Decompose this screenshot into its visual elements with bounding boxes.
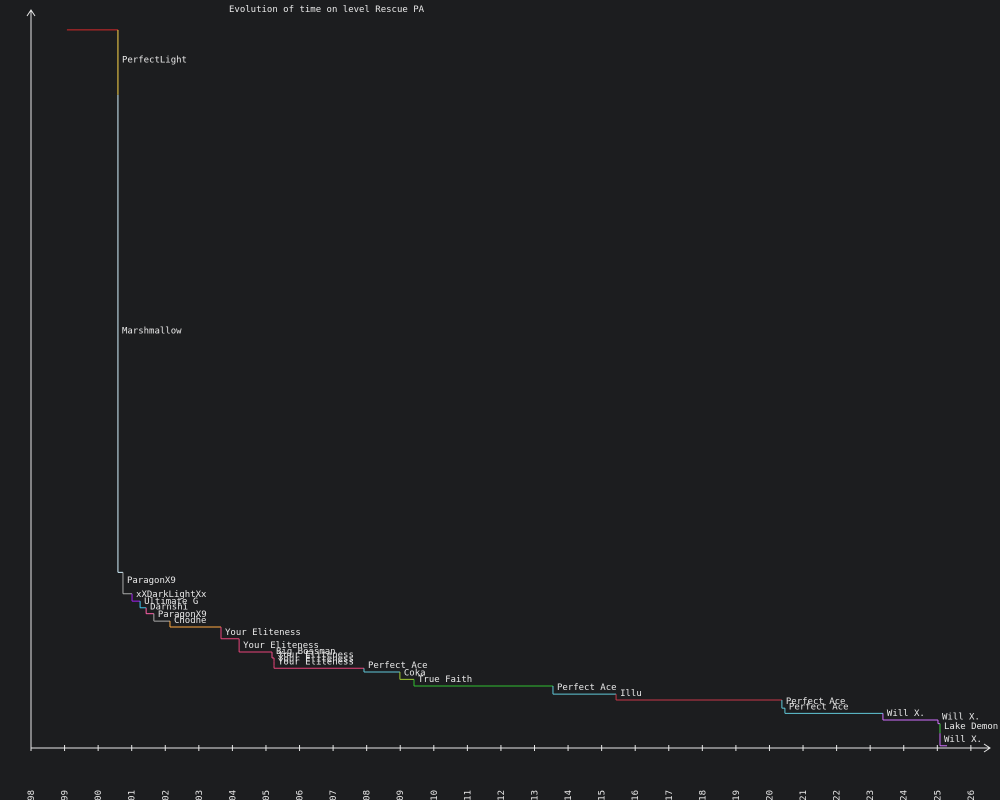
x-tick-label: 1999 xyxy=(61,790,71,800)
x-tick-label: 2006 xyxy=(296,790,306,800)
holder-label: Your Eliteness xyxy=(278,651,354,661)
holder-label: Will X. xyxy=(944,735,982,745)
x-tick-label: 2001 xyxy=(128,790,138,800)
holder-label: Your Eliteness xyxy=(243,641,319,651)
x-tick-label: 2013 xyxy=(531,790,541,800)
holder-label: Ultimate G xyxy=(144,597,198,607)
x-tick-label: 2011 xyxy=(463,790,473,800)
holder-label: True Faith xyxy=(418,675,472,685)
holder-label: Big Bossman xyxy=(276,647,336,657)
holder-label: Coka xyxy=(404,668,426,678)
x-axis xyxy=(31,743,991,753)
holder-label: ParagonX9 xyxy=(158,610,207,620)
holder-label: Perfect Ace xyxy=(557,683,617,693)
x-tick-label: 2000 xyxy=(94,790,104,800)
x-tick-label: 2003 xyxy=(195,790,205,800)
x-tick-label: 2002 xyxy=(161,790,171,800)
holder-label: Chodhe xyxy=(174,616,207,626)
holder-label: Darnshi xyxy=(150,603,188,613)
x-tick-label: 2005 xyxy=(262,790,272,800)
x-tick-label: 2018 xyxy=(698,790,708,800)
x-tick-label: 1998 xyxy=(27,790,37,800)
holder-label: Your Eliteness xyxy=(278,654,354,664)
x-tick-label: 2004 xyxy=(228,790,238,800)
holder-label: Will X. xyxy=(887,709,925,719)
holder-label: Your Eliteness xyxy=(278,657,354,667)
x-tick-label: 2012 xyxy=(497,790,507,800)
holder-label: Will X. xyxy=(942,713,980,723)
holder-label: Perfect Ace xyxy=(786,697,846,707)
holder-label: Illu xyxy=(620,689,642,699)
x-tick-label: 2009 xyxy=(396,790,406,800)
x-tick-label: 2026 xyxy=(967,790,977,800)
x-tick-label: 2017 xyxy=(665,790,675,800)
x-tick-label: 2020 xyxy=(765,790,775,800)
x-tick-label: 2025 xyxy=(933,790,943,800)
holder-label: ParagonX9 xyxy=(127,576,176,586)
holder-label: Perfect Ace xyxy=(368,661,428,671)
x-tick-label: 2019 xyxy=(732,790,742,800)
chart-title: Evolution of time on level Rescue PA xyxy=(229,5,425,15)
x-tick-label: 2023 xyxy=(866,790,876,800)
y-axis xyxy=(26,9,36,748)
x-tick-label: 2008 xyxy=(363,790,373,800)
x-tick-label: 2010 xyxy=(430,790,440,800)
holder-label: Your Eliteness xyxy=(225,628,301,638)
holder-label: PerfectLight xyxy=(122,55,187,65)
x-tick-label: 2007 xyxy=(329,790,339,800)
holder-label: Marshmallow xyxy=(122,327,182,337)
x-tick-label: 2014 xyxy=(564,790,574,800)
x-tick-label: 2024 xyxy=(900,790,910,800)
holder-label: xXDarkLightXx xyxy=(136,590,207,600)
x-tick-label: 2021 xyxy=(799,790,809,800)
holder-label: Perfect Ace xyxy=(789,702,849,712)
x-tick-label: 2016 xyxy=(631,790,641,800)
x-tick-label: 2015 xyxy=(598,790,608,800)
holder-label: Lake Demon xyxy=(944,722,998,732)
x-tick-label: 2022 xyxy=(833,790,843,800)
